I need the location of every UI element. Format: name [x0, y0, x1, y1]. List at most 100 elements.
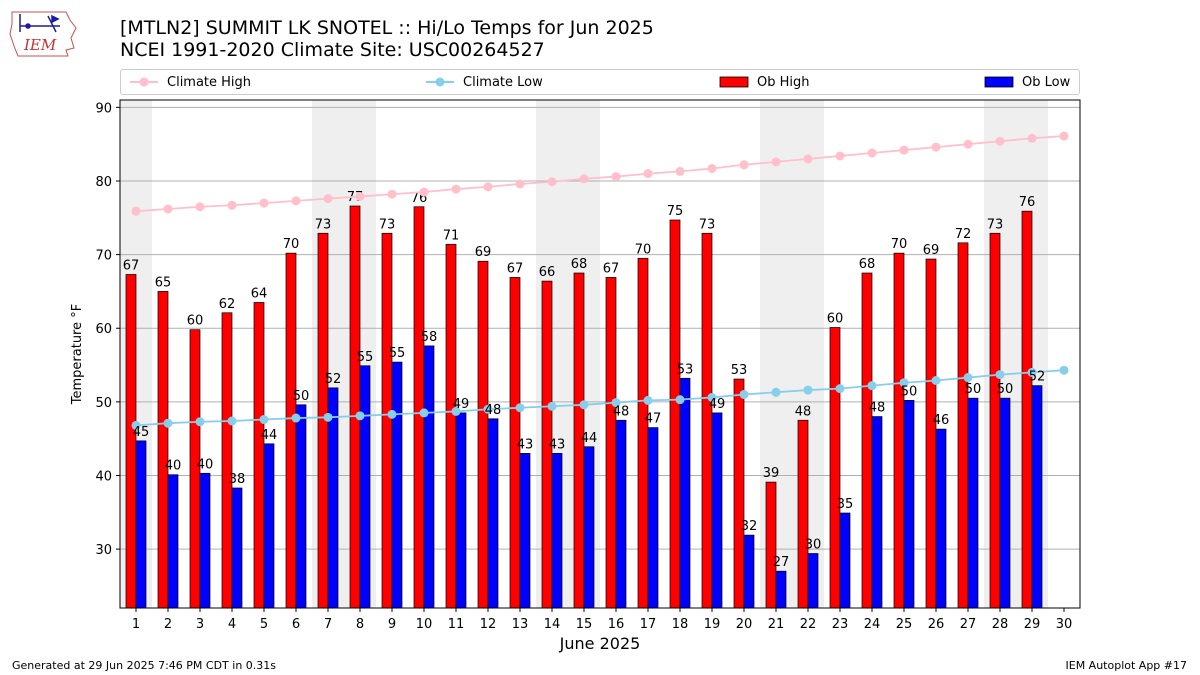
x-tick-label: 29: [1024, 617, 1041, 632]
ob-low-label: 58: [421, 330, 438, 345]
climate-low-point: [931, 376, 941, 386]
ob-high-label: 73: [699, 217, 716, 232]
legend-patch-icon: [984, 76, 1014, 88]
ob-low-label: 52: [1029, 370, 1046, 385]
ob-low-label: 35: [837, 497, 854, 512]
ob-low-bar: [807, 553, 819, 609]
ob-low-bar: [423, 345, 435, 609]
ob-low-label: 48: [613, 404, 630, 419]
ob-high-bar: [925, 258, 937, 609]
ob-low-label: 40: [165, 459, 182, 474]
ob-low-label: 52: [325, 372, 342, 387]
ob-low-bar: [615, 419, 627, 609]
y-tick-label: 60: [95, 322, 112, 337]
ob-low-bar: [775, 570, 787, 609]
ob-low-label: 50: [997, 382, 1014, 397]
ob-low-bar: [199, 472, 211, 609]
climate-low-point: [291, 413, 301, 423]
ob-low-label: 47: [645, 412, 662, 427]
ob-high-label: 67: [603, 261, 620, 276]
ob-low-bar: [359, 365, 371, 609]
climate-high-point: [355, 191, 365, 201]
ob-low-bar: [551, 453, 563, 609]
ob-high-label: 70: [635, 242, 652, 257]
ob-low-label: 50: [965, 382, 982, 397]
legend-item-ob-low: Ob Low: [984, 70, 1070, 94]
legend-item-climate-low: Climate Low: [425, 70, 543, 94]
climate-high-point: [643, 169, 653, 179]
ob-high-label: 60: [187, 314, 204, 329]
ob-high-bar: [605, 277, 617, 609]
ob-high-bar: [637, 257, 649, 609]
ob-low-label: 43: [517, 437, 534, 452]
legend-patch-icon: [719, 76, 749, 88]
climate-high-point: [483, 182, 493, 192]
ob-low-label: 50: [293, 389, 310, 404]
ob-low-bar: [1031, 385, 1043, 609]
ob-low-bar: [167, 474, 179, 609]
x-tick-label: 14: [544, 617, 561, 632]
ob-high-bar: [157, 291, 169, 609]
x-tick-label: 2: [164, 617, 172, 632]
ob-high-label: 62: [219, 297, 236, 312]
x-tick-label: 1: [132, 617, 140, 632]
climate-low-point: [803, 385, 813, 395]
ob-high-bar: [381, 232, 393, 609]
climate-high-point: [451, 184, 461, 194]
x-tick-label: 19: [704, 617, 721, 632]
climate-high-point: [803, 154, 813, 164]
ob-high-label: 65: [155, 275, 172, 290]
ob-high-label: 39: [763, 466, 780, 481]
climate-high-point: [611, 172, 621, 182]
y-tick-label: 90: [95, 101, 112, 116]
legend-label: Climate High: [167, 74, 252, 90]
ob-low-label: 55: [357, 350, 374, 365]
y-axis-label: Temperature °F: [70, 304, 85, 405]
climate-high-point: [899, 145, 909, 155]
x-tick-label: 18: [672, 617, 689, 632]
ob-low-label: 49: [709, 397, 726, 412]
ob-high-bar: [957, 242, 969, 609]
y-tick-label: 70: [95, 249, 112, 264]
climate-high-point: [419, 187, 429, 197]
climate-low-point: [387, 409, 397, 419]
climate-high-point: [675, 166, 685, 176]
ob-high-bar: [1021, 210, 1033, 609]
ob-low-label: 50: [901, 384, 918, 399]
climate-low-point: [771, 387, 781, 397]
climate-low-point: [739, 389, 749, 399]
legend-line-marker-icon: [130, 77, 158, 87]
y-tick-label: 80: [95, 175, 112, 190]
climate-high-point: [579, 174, 589, 184]
climate-high-point: [163, 204, 173, 214]
ob-high-label: 67: [123, 258, 140, 273]
ob-low-bar: [679, 377, 691, 609]
climate-low-point: [195, 417, 205, 427]
ob-high-bar: [765, 481, 777, 609]
x-tick-label: 6: [292, 617, 300, 632]
ob-low-bar: [903, 400, 915, 609]
climate-high-point: [963, 139, 973, 149]
ob-low-label: 27: [773, 555, 790, 570]
ob-low-label: 55: [389, 346, 406, 361]
ob-high-label: 72: [955, 227, 972, 242]
ob-low-bar: [583, 446, 595, 609]
x-tick-label: 7: [324, 617, 332, 632]
climate-low-line: [135, 369, 1065, 427]
x-tick-label: 23: [832, 617, 849, 632]
x-axis-label: June 2025: [559, 634, 641, 653]
legend-label: Climate Low: [463, 74, 543, 90]
weather-station-icon: [19, 14, 60, 33]
ob-low-label: 38: [229, 472, 246, 487]
ob-low-bar: [519, 453, 531, 609]
climate-low-point: [611, 398, 621, 408]
climate-low-point: [355, 411, 365, 421]
y-tick-label: 30: [95, 543, 112, 558]
climate-high-point: [259, 198, 269, 208]
climate-high-point: [835, 151, 845, 161]
ob-high-bar: [125, 274, 137, 609]
legend-item-climate-high: Climate High: [129, 70, 251, 94]
climate-high-point: [323, 194, 333, 204]
climate-high-point: [867, 148, 877, 158]
ob-high-label: 68: [859, 257, 876, 272]
